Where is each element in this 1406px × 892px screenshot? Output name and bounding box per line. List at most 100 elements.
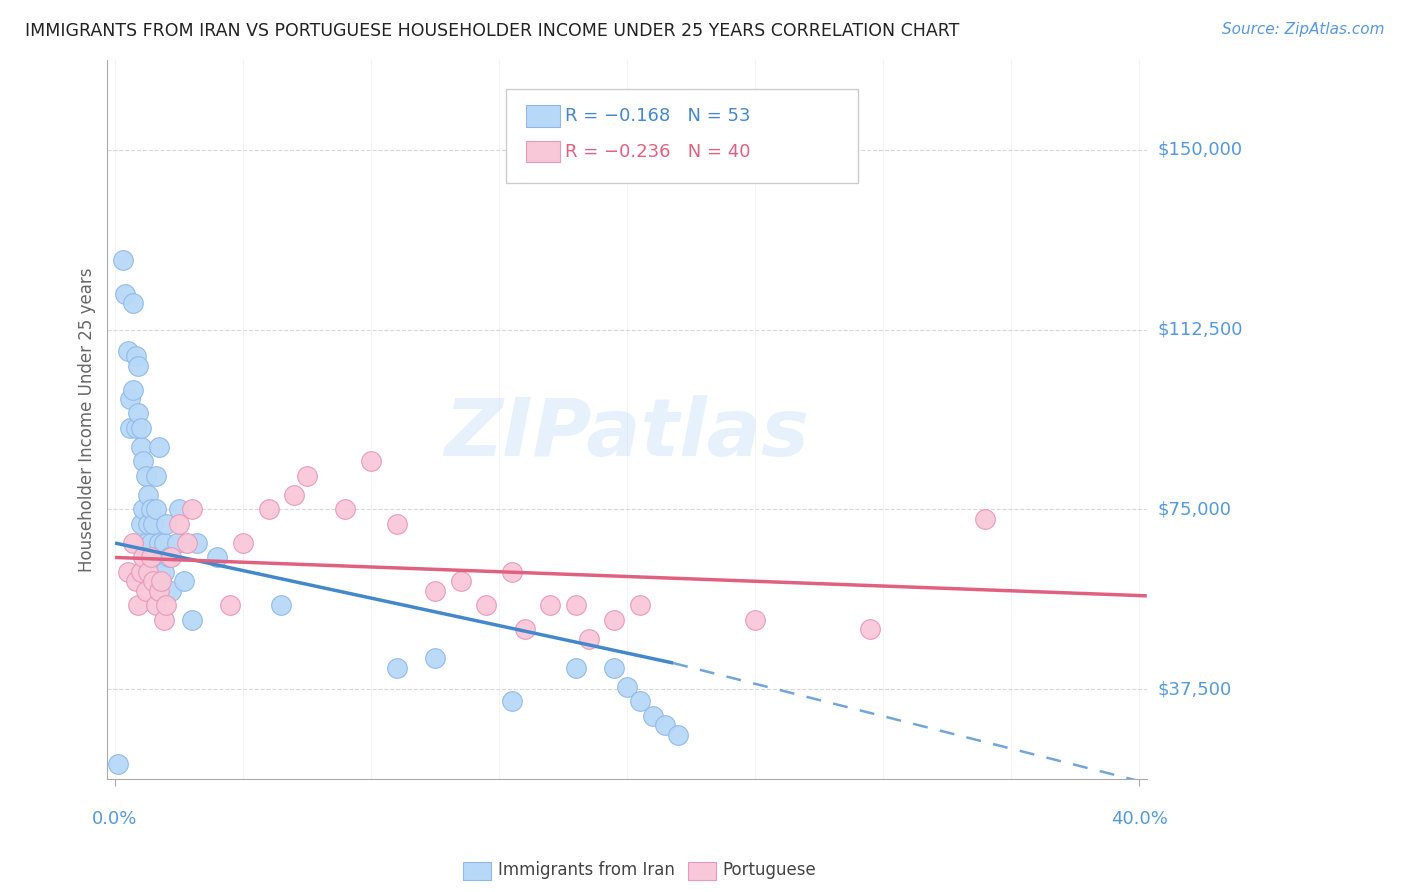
Point	[475, 599, 498, 613]
Point	[142, 516, 165, 531]
Point	[360, 454, 382, 468]
Point	[565, 599, 588, 613]
Text: $37,500: $37,500	[1159, 681, 1232, 698]
Point	[122, 296, 145, 310]
Point	[135, 468, 157, 483]
Point	[603, 613, 626, 627]
Point	[135, 536, 157, 550]
Point	[142, 574, 165, 589]
Point	[138, 516, 160, 531]
Point	[132, 550, 155, 565]
Text: R = −0.236   N = 40: R = −0.236 N = 40	[565, 143, 751, 161]
Point	[628, 694, 651, 708]
Point	[157, 550, 180, 565]
Point	[111, 252, 134, 267]
Point	[138, 550, 160, 565]
Point	[283, 488, 305, 502]
Point	[450, 574, 472, 589]
Point	[114, 286, 136, 301]
Point	[120, 421, 142, 435]
Point	[974, 512, 997, 526]
Point	[150, 550, 173, 565]
Point	[744, 613, 766, 627]
Point	[180, 613, 202, 627]
Point	[139, 502, 162, 516]
Text: $75,000: $75,000	[1159, 500, 1232, 518]
Point	[565, 661, 588, 675]
Text: $150,000: $150,000	[1159, 141, 1243, 159]
Point	[117, 565, 139, 579]
Point	[152, 536, 174, 550]
Point	[139, 536, 162, 550]
Point	[513, 623, 536, 637]
Point	[132, 502, 155, 516]
Point	[654, 718, 676, 732]
Point	[150, 574, 173, 589]
Point	[160, 584, 183, 599]
Point	[152, 613, 174, 627]
Text: $112,500: $112,500	[1159, 320, 1243, 339]
Text: Immigrants from Iran: Immigrants from Iran	[498, 861, 675, 879]
Text: 0.0%: 0.0%	[93, 810, 138, 828]
Point	[423, 651, 446, 665]
Point	[132, 454, 155, 468]
Text: 40.0%: 40.0%	[1111, 810, 1167, 828]
Point	[207, 550, 229, 565]
Point	[578, 632, 600, 646]
Point	[232, 536, 254, 550]
Point	[167, 502, 190, 516]
Point	[538, 599, 561, 613]
Point	[501, 565, 523, 579]
Y-axis label: Householder Income Under 25 years: Householder Income Under 25 years	[79, 268, 96, 572]
Point	[120, 392, 142, 406]
Point	[176, 536, 198, 550]
Point	[142, 550, 165, 565]
Point	[107, 756, 129, 771]
Point	[385, 516, 408, 531]
Point	[138, 488, 160, 502]
Point	[666, 728, 689, 742]
Point	[335, 502, 357, 516]
Point	[124, 421, 146, 435]
Point	[152, 565, 174, 579]
Point	[180, 502, 202, 516]
Point	[135, 584, 157, 599]
Point	[129, 421, 152, 435]
Text: R = −0.168   N = 53: R = −0.168 N = 53	[565, 107, 751, 125]
Point	[145, 502, 167, 516]
Point	[219, 599, 242, 613]
Text: IMMIGRANTS FROM IRAN VS PORTUGUESE HOUSEHOLDER INCOME UNDER 25 YEARS CORRELATION: IMMIGRANTS FROM IRAN VS PORTUGUESE HOUSE…	[25, 22, 960, 40]
Point	[124, 574, 146, 589]
Point	[127, 359, 149, 373]
Point	[138, 565, 160, 579]
Point	[603, 661, 626, 675]
Point	[122, 383, 145, 397]
Point	[122, 536, 145, 550]
Point	[859, 623, 882, 637]
Point	[155, 516, 177, 531]
Point	[148, 440, 170, 454]
Point	[167, 516, 190, 531]
Text: Source: ZipAtlas.com: Source: ZipAtlas.com	[1222, 22, 1385, 37]
Point	[423, 584, 446, 599]
Point	[129, 516, 152, 531]
Point	[257, 502, 280, 516]
Point	[270, 599, 292, 613]
Point	[148, 584, 170, 599]
Point	[160, 550, 183, 565]
Point	[117, 344, 139, 359]
Point	[145, 468, 167, 483]
Point	[127, 599, 149, 613]
Point	[148, 536, 170, 550]
Point	[641, 708, 664, 723]
Point	[385, 661, 408, 675]
Point	[129, 440, 152, 454]
Point	[616, 680, 638, 694]
Point	[173, 574, 195, 589]
Point	[628, 599, 651, 613]
Point	[155, 599, 177, 613]
Point	[129, 565, 152, 579]
Point	[501, 694, 523, 708]
Point	[166, 536, 188, 550]
Point	[145, 599, 167, 613]
